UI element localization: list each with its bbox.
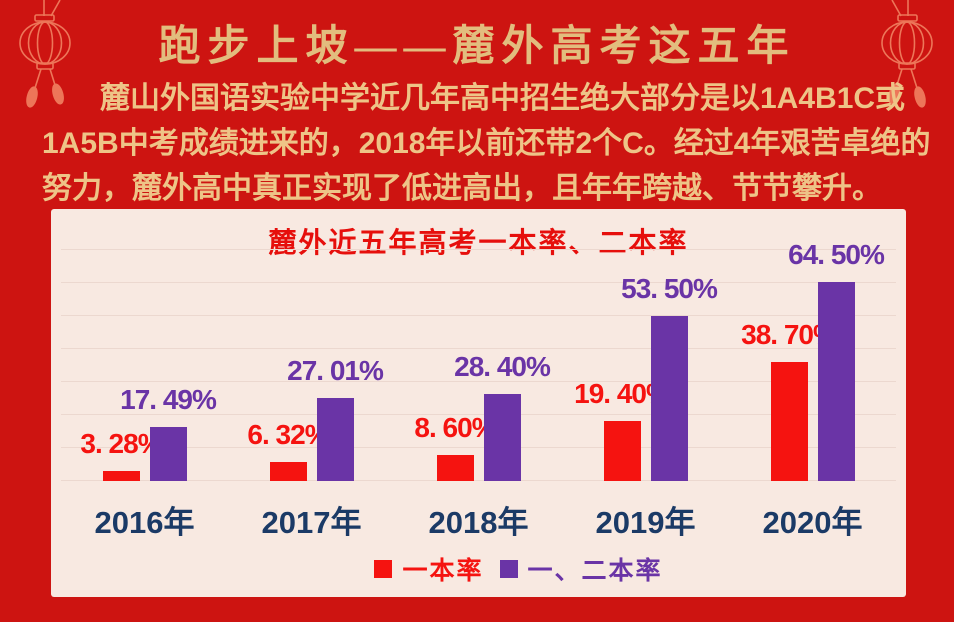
bar-value-label: 6. 32% (247, 418, 329, 450)
bar-一、二本率-2020年 (817, 282, 855, 481)
bar-一本率-2018年 (436, 454, 474, 481)
intro-line-3: 努力，麓外高中真正实现了低进高出，且年年跨越、节节攀升。 (42, 172, 882, 205)
chart-title: 麓外近五年高考一本率、二本率 (268, 227, 689, 258)
legend-item: 一、二本率 (499, 551, 663, 587)
bar-一本率-2019年 (603, 421, 641, 481)
bar-一本率-2017年 (269, 461, 307, 481)
bar-value-label: 64. 50% (788, 239, 885, 271)
intro-paragraph: 麓山外国语实验中学近几年高中招生绝大部分是以1A4B1C或 1A5B中考成绩进来… (42, 76, 931, 211)
bar-value-label: 3. 28% (80, 427, 162, 459)
bar-value-label: 17. 49% (120, 384, 217, 416)
legend-item: 一本率 (374, 551, 483, 587)
legend-swatch-icon (499, 560, 518, 578)
legend-label: 一本率 (402, 557, 484, 585)
bar-value-label: 8. 60% (414, 411, 496, 443)
page-title: 跑步上坡——麓外高考这五年 (158, 24, 796, 70)
gridline (61, 414, 896, 415)
bar-value-label: 27. 01% (287, 354, 384, 386)
bar-一、二本率-2018年 (483, 393, 521, 481)
lantern-icon (19, 0, 71, 108)
gridline (61, 480, 896, 481)
bar-value-label: 53. 50% (621, 273, 718, 305)
plot-area: 3. 28% 17. 49% 6. 32% 27. 01% 8. 60% 28. 40% 1… (61, 239, 896, 481)
chart-panel: 麓外近五年高考一本率、二本率 3. 28% 17. 49% 6. 32% 27. 01… (51, 209, 906, 597)
x-axis-label-2020年: 2020年 (762, 505, 863, 540)
bar-一本率-2016年 (102, 470, 140, 481)
legend-label: 一、二本率 (527, 557, 663, 585)
bar-value-label: 28. 40% (454, 350, 551, 382)
legend-swatch-icon (374, 560, 393, 578)
x-axis-label-2018年: 2018年 (428, 505, 529, 540)
gridline (61, 315, 896, 316)
intro-line-2: 1A5B中考成绩进来的，2018年以前还带2个C。经过4年艰苦卓绝的 (42, 127, 931, 160)
x-axis-label-2019年: 2019年 (595, 505, 696, 540)
intro-line-1: 麓山外国语实验中学近几年高中招生绝大部分是以1A4B1C或 (100, 82, 906, 115)
x-axis: 2016年 2017年 2018年 2019年 2020年 (61, 497, 896, 540)
bar-一本率-2020年 (770, 361, 808, 481)
bar-一、二本率-2016年 (149, 427, 187, 481)
lantern-icon (881, 0, 933, 108)
gridline (61, 348, 896, 349)
gridline (61, 249, 896, 250)
bar-一、二本率-2019年 (650, 316, 688, 481)
gridline (61, 447, 896, 448)
bar-一、二本率-2017年 (316, 397, 354, 481)
x-axis-label-2017年: 2017年 (261, 505, 362, 540)
gridline (61, 282, 896, 283)
chart-legend: 一本率 一、二本率 (91, 551, 946, 587)
x-axis-label-2016年: 2016年 (94, 505, 195, 540)
gridline (61, 381, 896, 382)
